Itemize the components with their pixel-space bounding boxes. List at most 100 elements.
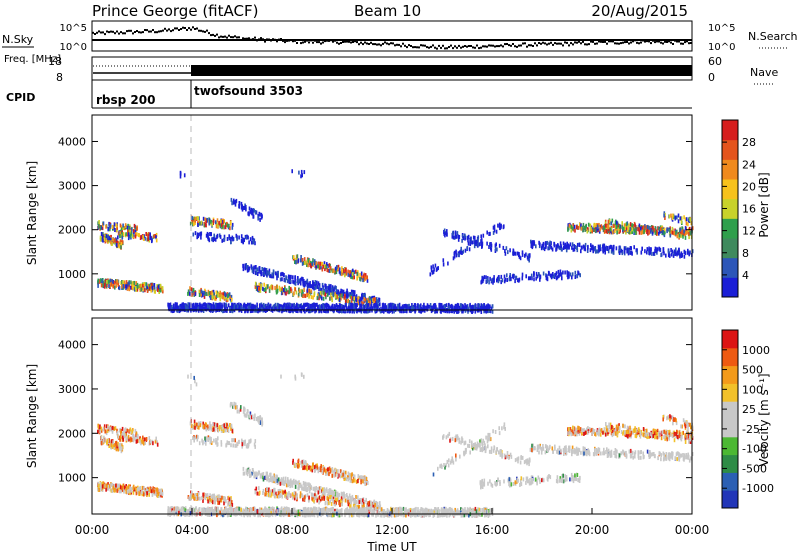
- range-gate-cell: [679, 253, 681, 258]
- range-gate-cell: [554, 272, 557, 277]
- range-gate-cell: [337, 289, 340, 294]
- range-gate-cell: [206, 217, 208, 222]
- range-gate-cell: [628, 230, 631, 235]
- range-gate-cell: [233, 304, 236, 309]
- range-gate-cell: [218, 233, 221, 238]
- range-gate-cell: [454, 230, 457, 235]
- range-gate-cell: [623, 223, 626, 228]
- range-gate-cell: [573, 247, 576, 252]
- range-gate-cell: [244, 303, 247, 308]
- range-gate-cell: [598, 248, 600, 253]
- range-gate-cell: [556, 275, 559, 280]
- range-gate-cell: [216, 497, 219, 502]
- range-gate-cell: [280, 291, 283, 296]
- colorbar-swatch: [722, 179, 738, 200]
- range-gate-cell: [322, 285, 324, 290]
- range-gate-cell: [627, 227, 629, 232]
- range-gate-cell: [115, 279, 117, 283]
- range-gate-cell: [634, 223, 636, 228]
- nsky-point: [412, 46, 414, 49]
- range-gate-cell: [264, 268, 267, 272]
- range-gate-cell: [474, 240, 476, 245]
- range-gate-cell: [344, 494, 346, 498]
- range-gate-cell: [391, 302, 394, 307]
- nsky-point: [190, 28, 192, 31]
- range-gate-cell: [364, 276, 367, 281]
- range-gate-cell: [529, 253, 531, 258]
- range-gate-cell: [597, 244, 600, 249]
- nsky-series: [92, 26, 692, 50]
- nsky-point: [530, 44, 532, 47]
- range-gate-cell: [97, 425, 100, 430]
- nsky-point: [234, 35, 236, 38]
- nsky-point: [648, 40, 650, 43]
- range-gate-cell: [455, 234, 458, 239]
- range-gate-cell: [351, 494, 354, 499]
- range-gate-cell: [153, 286, 156, 291]
- range-gate-cell: [320, 309, 323, 314]
- nsky-point: [410, 45, 412, 47]
- range-gate-cell: [649, 250, 652, 255]
- range-gate-cell: [174, 305, 177, 310]
- range-gate-cell: [614, 221, 617, 226]
- range-gate-cell: [687, 222, 689, 227]
- range-gate-cell: [198, 496, 200, 501]
- range-gate-cell: [106, 238, 109, 243]
- range-gate-cell: [279, 277, 282, 282]
- nsky-point: [668, 40, 670, 43]
- range-gate-cell: [299, 289, 301, 294]
- nsky-point: [438, 44, 440, 47]
- range-gate-cell: [120, 239, 122, 244]
- range-gate-cell: [121, 426, 124, 431]
- range-gate-cell: [614, 226, 617, 231]
- range-gate-cell: [211, 500, 214, 505]
- range-gate-cell: [362, 293, 364, 298]
- range-gate-cell: [458, 305, 461, 310]
- range-gate-cell: [660, 253, 662, 258]
- range-gate-cell: [191, 303, 193, 308]
- range-gate-cell: [609, 219, 611, 224]
- range-gate-cell: [119, 234, 121, 239]
- nsky-point: [614, 42, 616, 45]
- range-gate-cell: [641, 226, 644, 231]
- range-gate-cell: [498, 243, 501, 248]
- range-gate-cell: [535, 244, 537, 249]
- range-gate-cell: [306, 281, 309, 286]
- range-gate-cell: [227, 424, 230, 429]
- range-gate-cell: [189, 221, 192, 226]
- nsky-point: [590, 40, 592, 43]
- range-gate-cell: [238, 204, 240, 208]
- range-gate-cell: [351, 292, 353, 297]
- range-gate-cell: [513, 251, 516, 256]
- range-gate-cell: [242, 409, 245, 414]
- range-gate-cell: [491, 309, 494, 314]
- range-gate-cell: [455, 253, 458, 258]
- range-gate-cell: [333, 304, 336, 309]
- range-gate-cell: [117, 442, 120, 447]
- range-gate-cell: [323, 264, 326, 269]
- range-gate-cell: [243, 406, 246, 411]
- nsky-point: [104, 33, 106, 36]
- range-gate-cell: [254, 304, 256, 309]
- range-gate-cell: [409, 306, 411, 310]
- range-gate-cell: [688, 252, 690, 257]
- range-gate-cell: [261, 475, 264, 480]
- range-gate-cell: [221, 292, 223, 297]
- range-gate-cell: [482, 306, 485, 311]
- range-gate-cell: [242, 466, 245, 471]
- range-gate-cell: [458, 309, 460, 313]
- range-gate-cell: [105, 483, 107, 488]
- range-gate-cell: [229, 295, 231, 299]
- range-gate-cell: [274, 271, 277, 276]
- range-gate-cell: [638, 230, 641, 235]
- range-gate-cell: [208, 425, 211, 430]
- range-gate-cell: [335, 289, 338, 294]
- range-gate-cell: [605, 228, 608, 233]
- range-gate-cell: [315, 264, 318, 269]
- range-gate-cell: [458, 235, 461, 239]
- range-gate-cell: [423, 306, 425, 311]
- nsky-point: [170, 30, 172, 33]
- range-gate-cell: [318, 489, 321, 494]
- range-gate-cell: [427, 304, 429, 309]
- range-gate-cell: [438, 305, 441, 310]
